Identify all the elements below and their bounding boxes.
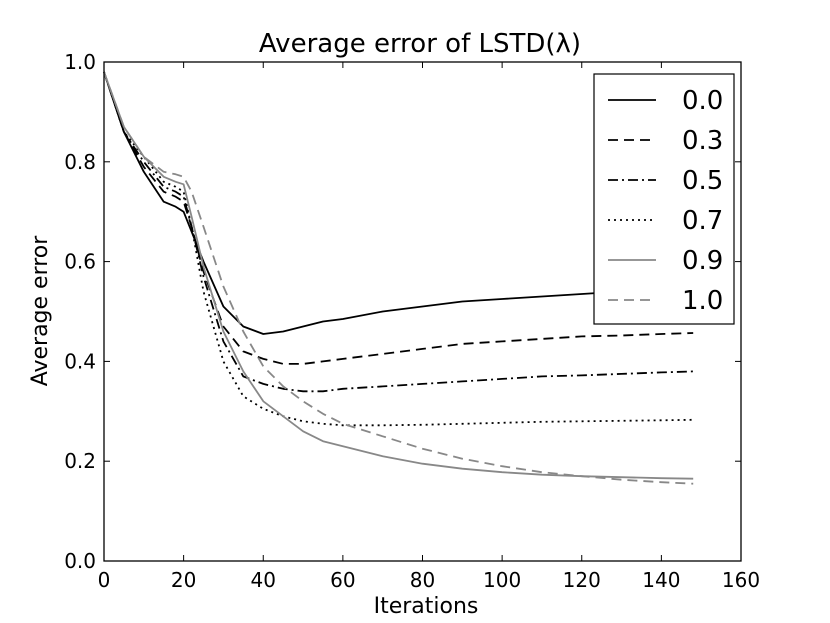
y-tick-label: 0.2 <box>64 449 96 473</box>
legend-label-1.0: 1.0 <box>682 286 723 316</box>
x-tick-label: 80 <box>410 568 435 592</box>
tick-layer: 0 20 40 60 80 100 120 140 160 0.0 0.2 0.4 0.6 0.8 1.0 <box>64 50 760 592</box>
y-tick-label: 1.0 <box>64 50 96 74</box>
legend-box <box>593 73 735 325</box>
y-tick-label: 0.0 <box>64 549 96 573</box>
y-axis-label: Average error <box>28 235 53 387</box>
x-tick-label: 60 <box>330 568 355 592</box>
x-tick-label: 20 <box>171 568 196 592</box>
legend-label-0.7: 0.7 <box>682 206 723 236</box>
x-tick-label: 40 <box>251 568 276 592</box>
legend-label-0.0: 0.0 <box>682 86 723 116</box>
x-tick-label: 160 <box>722 568 760 592</box>
x-tick-label: 120 <box>563 568 601 592</box>
series-layer <box>103 71 694 485</box>
series-line-1.0 <box>103 71 694 485</box>
series-line-0.5 <box>103 71 694 393</box>
y-tick-label: 0.8 <box>64 150 96 174</box>
x-axis-label: Iterations <box>374 594 479 619</box>
chart-title: Average error of LSTD(λ) <box>259 29 581 59</box>
legend-label-0.9: 0.9 <box>682 246 723 276</box>
y-tick-label: 0.4 <box>64 349 96 373</box>
series-line-0.0 <box>103 71 694 335</box>
series-line-0.3 <box>103 71 694 365</box>
x-tick-label: 100 <box>483 568 521 592</box>
x-tick-label: 140 <box>642 568 680 592</box>
legend-label-0.3: 0.3 <box>682 126 723 156</box>
y-tick-label: 0.6 <box>64 250 96 274</box>
x-tick-label: 0 <box>98 568 111 592</box>
series-line-0.9 <box>103 71 694 480</box>
legend-label-0.5: 0.5 <box>682 166 723 196</box>
legend: 0.0 0.3 0.5 0.7 0.9 1.0 <box>593 73 735 325</box>
